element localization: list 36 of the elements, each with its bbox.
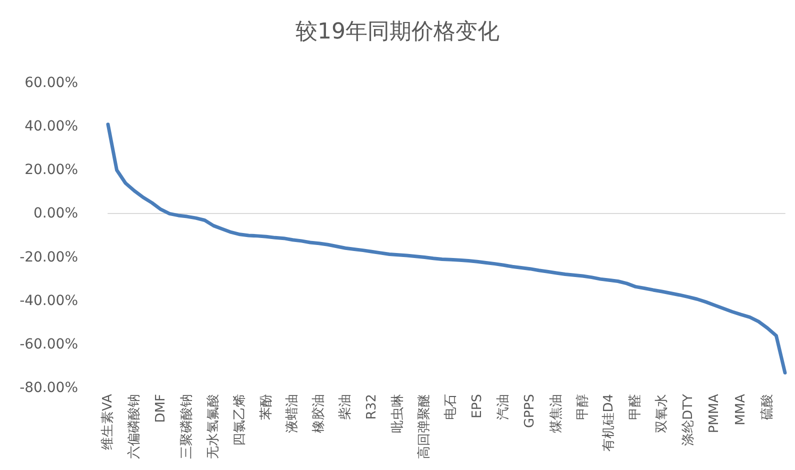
x-tick-label: 涤纶DTY bbox=[680, 394, 696, 446]
x-tick-label: 煤焦油 bbox=[548, 394, 564, 433]
x-tick-label: 液蜡油 bbox=[285, 394, 300, 433]
x-tick-label: 四氯乙烯 bbox=[232, 394, 248, 446]
x-tick-label: 电石 bbox=[443, 394, 458, 420]
x-tick-label: 柴油 bbox=[338, 394, 353, 420]
x-tick-label: 橡胶油 bbox=[312, 394, 327, 433]
x-tick-label: DMF bbox=[153, 394, 168, 423]
y-tick-label: -60.00% bbox=[20, 336, 78, 352]
x-tick-label: PMMA bbox=[707, 394, 722, 434]
x-tick-label: 高回弹聚醚 bbox=[416, 394, 432, 459]
x-tick-label: 硫酸 bbox=[760, 394, 775, 420]
y-tick-label: -80.00% bbox=[20, 380, 78, 396]
x-tick-label: R32 bbox=[364, 394, 380, 420]
chart-title: 较19年同期价格变化 bbox=[296, 20, 500, 44]
x-tick-label: 吡虫啉 bbox=[390, 394, 406, 433]
line-series bbox=[106, 122, 787, 374]
x-tick-label: MMA bbox=[734, 394, 749, 426]
x-tick-label: 维生素VA bbox=[100, 394, 116, 450]
y-tick-label: 60.00% bbox=[24, 75, 78, 91]
x-tick-label: 三聚磷酸钠 bbox=[180, 394, 195, 459]
x-tick-label: 双氧水 bbox=[654, 394, 670, 433]
x-tick-label: 甲醇 bbox=[575, 394, 590, 420]
y-tick-label: -40.00% bbox=[20, 292, 78, 309]
x-tick-label: 六偏磷酸钠 bbox=[126, 394, 142, 459]
x-tick-label: 苯酚 bbox=[258, 394, 274, 420]
x-tick-label: 汽油 bbox=[496, 394, 512, 420]
y-tick-label: -20.00% bbox=[20, 249, 78, 266]
x-tick-label: 有机硅D4 bbox=[602, 394, 617, 452]
x-tick-label: 无水氢氟酸 bbox=[206, 394, 222, 459]
y-tick-label: 0.00% bbox=[34, 206, 78, 222]
y-tick-label: 20.00% bbox=[24, 162, 78, 178]
x-tick-label: GPPS bbox=[522, 394, 538, 428]
x-tick-label: 甲醛 bbox=[628, 394, 644, 420]
y-tick-label: 40.00% bbox=[24, 118, 78, 135]
x-tick-label: EPS bbox=[470, 394, 485, 418]
